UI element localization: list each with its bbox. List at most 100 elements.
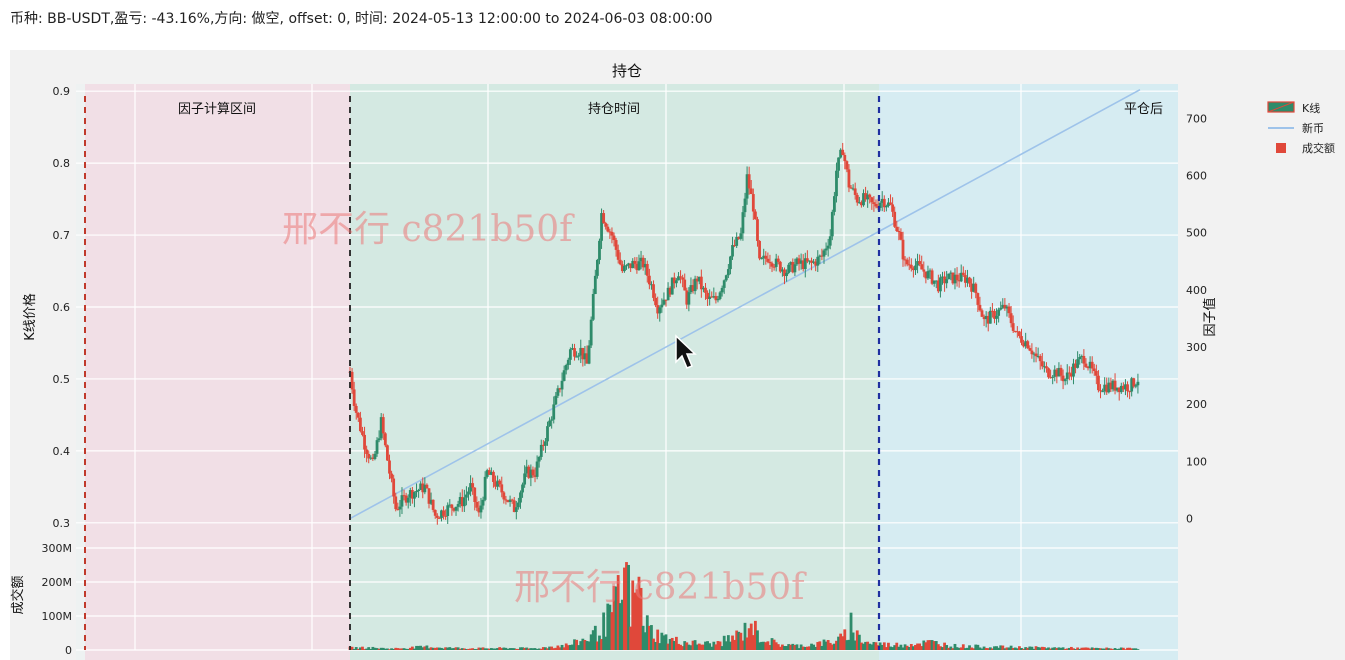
candle-body — [489, 471, 493, 475]
volume-bar — [839, 633, 843, 650]
volume-bar — [824, 641, 828, 650]
candle-body — [610, 231, 614, 236]
candle-body — [683, 279, 687, 291]
volume-bar — [591, 630, 595, 650]
volume-bar — [514, 648, 518, 650]
candle-body — [920, 264, 924, 270]
volume-bar — [587, 641, 591, 650]
volume-bar — [882, 642, 886, 650]
volume-bar — [494, 648, 497, 650]
candle-body — [961, 272, 965, 276]
volume-bar — [479, 647, 483, 650]
volume-bar — [810, 643, 813, 650]
candle-body — [417, 489, 421, 492]
volume-bar — [1094, 647, 1098, 650]
volume-bar — [467, 648, 470, 650]
volume-bar — [936, 644, 940, 650]
volume-bar — [1086, 647, 1090, 650]
volume-bar — [922, 640, 926, 650]
volume-bar — [781, 644, 784, 650]
volume-bar — [970, 647, 974, 650]
candle-body — [864, 193, 867, 200]
candle-body — [770, 263, 774, 267]
candle-body — [654, 297, 658, 306]
volume-bar — [739, 632, 743, 650]
volume-bar — [747, 628, 751, 650]
volume-bar — [712, 641, 716, 650]
candle-body — [620, 264, 624, 272]
volume-bar — [999, 645, 1003, 650]
candle-body — [1097, 375, 1100, 391]
volume-bar — [1005, 647, 1009, 650]
volume-bar — [862, 643, 865, 650]
candle-body — [469, 483, 472, 492]
candle-body — [1040, 361, 1044, 367]
candle-body — [608, 231, 612, 233]
y-left-tick: 0.5 — [53, 373, 71, 386]
candle-body — [966, 277, 969, 283]
volume-bar — [1084, 647, 1088, 650]
candle-body — [878, 202, 882, 208]
volume-bar — [997, 647, 1001, 650]
candle-body — [1072, 363, 1075, 377]
volume-bar — [521, 647, 524, 650]
volume-bar — [1105, 647, 1109, 650]
volume-bar — [803, 646, 807, 650]
candle-body — [1113, 380, 1117, 391]
volume-bar — [801, 646, 805, 650]
candle-body — [1018, 331, 1021, 337]
candle-body — [581, 347, 585, 360]
candle-body — [375, 440, 379, 454]
volume-bar — [681, 646, 685, 650]
candle-body — [1024, 341, 1028, 347]
candle-body — [427, 488, 431, 504]
candle-body — [487, 470, 491, 475]
volume-bar — [934, 641, 938, 650]
candle-body — [527, 466, 531, 478]
candle-body — [1109, 382, 1113, 390]
volume-bar — [633, 592, 637, 650]
candle-body — [1026, 341, 1030, 349]
volume-bar — [440, 647, 443, 650]
volume-bar — [593, 625, 597, 650]
candle-body — [498, 480, 502, 485]
candle-body — [500, 484, 504, 493]
candle-body — [425, 484, 429, 489]
volume-bar — [525, 647, 529, 650]
candle-body — [358, 417, 362, 432]
volume-bar — [365, 648, 369, 650]
volume-bar — [961, 644, 965, 650]
candle-body — [1132, 378, 1136, 387]
volume-bar — [943, 642, 946, 650]
candle-body — [1088, 361, 1092, 369]
candle-body — [510, 499, 514, 501]
volume-bar — [887, 642, 890, 650]
candle-body — [1076, 359, 1080, 368]
candle-body — [1090, 361, 1094, 369]
volume-bar — [1117, 648, 1121, 650]
candle-body — [774, 258, 778, 267]
candle-body — [656, 305, 660, 314]
volume-bar — [527, 648, 531, 650]
watermark-top: 邢不行 c821b50f — [282, 209, 573, 250]
volume-bar — [978, 647, 982, 650]
candle-body — [720, 287, 724, 293]
volume-bar — [492, 648, 495, 650]
volume-bar — [423, 646, 427, 650]
volume-bar — [799, 644, 803, 650]
volume-bar — [625, 562, 628, 650]
volume-bar — [722, 635, 726, 650]
candle-body — [456, 504, 460, 507]
candle-body — [677, 276, 680, 281]
volume-bar — [783, 645, 786, 650]
volume-bar — [606, 603, 610, 650]
candle-body — [830, 211, 834, 237]
candle-body — [847, 169, 851, 188]
volume-bar — [654, 641, 658, 650]
candle-body — [1080, 355, 1084, 358]
candle-body — [1124, 384, 1127, 390]
candle-body — [471, 483, 475, 488]
candle-body — [897, 231, 901, 233]
volume-bar — [502, 647, 506, 650]
volume-bar — [433, 647, 437, 650]
